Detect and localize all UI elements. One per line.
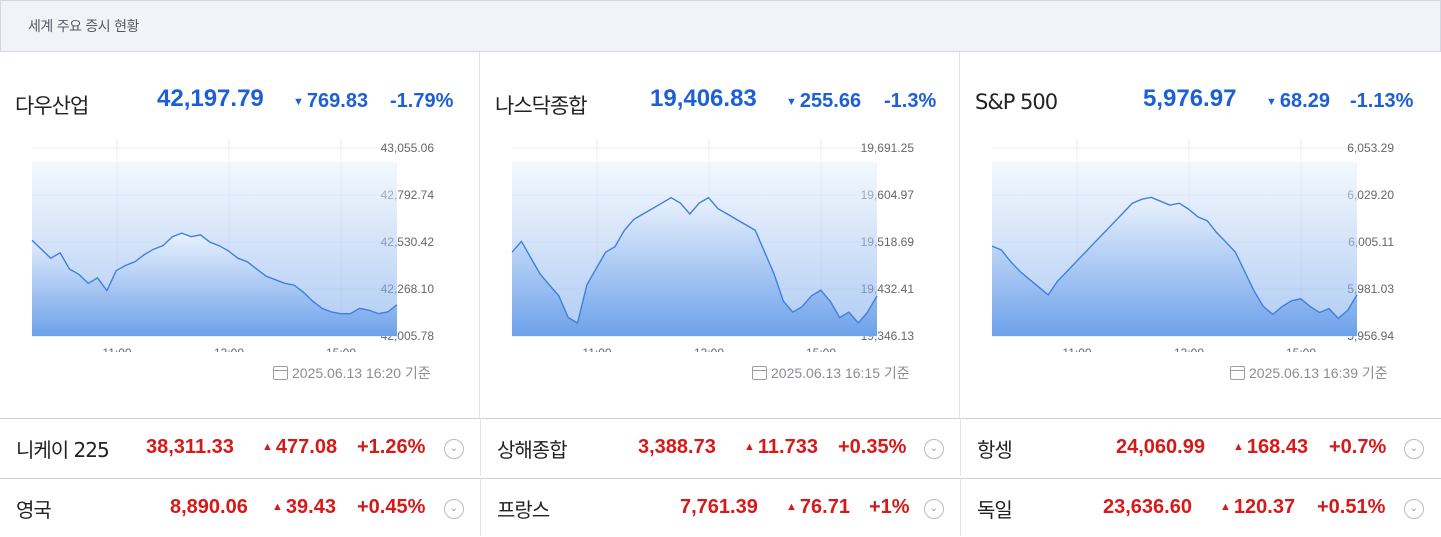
y-tick-label: 6,053.29 <box>1347 141 1394 155</box>
index-row-hangseng[interactable]: 항셍 24,060.99 ▲ 168.43 +0.7% ⌄ <box>960 418 1441 476</box>
index-percent: -1.79% <box>390 90 454 112</box>
index-percent: -1.3% <box>884 90 937 112</box>
index-name: 다우산업 <box>15 94 89 118</box>
calendar-icon <box>1230 366 1245 380</box>
index-percent: +1% <box>869 496 910 518</box>
x-tick-label: 15:00 <box>1286 346 1316 352</box>
index-percent: +1.26% <box>357 436 426 458</box>
y-tick-label: 6,005.11 <box>1348 235 1394 249</box>
triangle-down-icon: ▼ <box>786 96 797 108</box>
index-change: ▼ 769.83 <box>293 90 369 112</box>
price-line <box>991 196 1358 320</box>
index-name: 프랑스 <box>497 498 550 522</box>
triangle-up-icon: ▲ <box>262 441 273 453</box>
index-change: ▲ 120.37 <box>1220 496 1296 518</box>
index-row-germany[interactable]: 독일 23,636.60 ▲ 120.37 +0.51% ⌄ <box>960 478 1441 536</box>
index-change: ▲ 39.43 <box>272 496 336 518</box>
chevron-down-icon[interactable]: ⌄ <box>1404 439 1424 459</box>
area-fill <box>32 233 397 336</box>
triangle-up-icon: ▲ <box>1233 441 1244 453</box>
index-percent: +0.35% <box>838 436 907 458</box>
timestamp: 2025.06.13 16:15 기준 <box>752 363 910 383</box>
index-percent: +0.7% <box>1329 436 1387 458</box>
section-header: 세계 주요 증시 현황 <box>0 0 1441 52</box>
x-tick-label: 13:00 <box>1174 346 1204 352</box>
chevron-down-icon[interactable]: ⌄ <box>924 439 944 459</box>
x-tick-label: 13:00 <box>214 346 244 352</box>
index-row-uk[interactable]: 영국 8,890.06 ▲ 39.43 +0.45% ⌄ <box>0 478 480 536</box>
index-percent: +0.45% <box>357 496 426 518</box>
index-price: 24,060.99 <box>1116 436 1205 458</box>
index-change: ▲ 168.43 <box>1233 436 1309 458</box>
index-price: 19,406.83 <box>650 85 757 112</box>
index-percent: +0.51% <box>1317 496 1386 518</box>
index-price: 3,388.73 <box>638 436 716 458</box>
index-panel-dow[interactable]: 다우산업 42,197.79 ▼ 769.83 -1.79% 43,055.06 4… <box>1 52 480 418</box>
triangle-down-icon: ▼ <box>1266 96 1277 108</box>
index-name: 영국 <box>16 498 52 522</box>
area-fill <box>512 197 877 336</box>
index-panel-sp500[interactable]: S&P 500 5,976.97 ▼ 68.29 -1.13% 6,053.29 6… <box>961 52 1440 418</box>
triangle-up-icon: ▲ <box>786 501 797 513</box>
chevron-down-icon[interactable]: ⌄ <box>924 499 944 519</box>
chevron-down-icon[interactable]: ⌄ <box>1404 499 1424 519</box>
index-change: ▲ 76.71 <box>786 496 850 518</box>
y-tick-label: 5,956.94 <box>1347 329 1394 343</box>
y-tick-label: 6,029.20 <box>1347 188 1394 202</box>
triangle-up-icon: ▲ <box>744 441 755 453</box>
section-title: 세계 주요 증시 현황 <box>28 19 139 35</box>
index-price: 5,976.97 <box>1143 85 1237 112</box>
timestamp: 2025.06.13 16:39 기준 <box>1230 363 1388 383</box>
index-change: ▲ 477.08 <box>262 436 338 458</box>
x-tick-label: 15:00 <box>806 346 836 352</box>
index-row-nikkei[interactable]: 니케이 225 38,311.33 ▲ 477.08 +1.26% ⌄ <box>0 418 480 476</box>
index-row-shanghai[interactable]: 상해종합 3,388.73 ▲ 11.733 +0.35% ⌄ <box>480 418 960 476</box>
y-tick-label: 19,691.25 <box>861 141 915 155</box>
index-price: 8,890.06 <box>170 496 248 518</box>
y-tick-label: 5,981.03 <box>1347 282 1394 296</box>
x-tick-label: 13:00 <box>694 346 724 352</box>
chevron-down-icon[interactable]: ⌄ <box>444 499 464 519</box>
area-fill <box>992 197 1357 336</box>
index-change: ▲ 11.733 <box>744 436 818 458</box>
intraday-chart[interactable]: 43,055.0642,792.7442,530.4242,268.1042,0… <box>1 132 479 352</box>
index-name: 상해종합 <box>497 438 568 462</box>
triangle-down-icon: ▼ <box>293 96 304 108</box>
intraday-chart[interactable]: 19,691.2519,604.9719,518.6919,432.4119,3… <box>481 132 959 352</box>
chevron-down-icon[interactable]: ⌄ <box>444 439 464 459</box>
index-price: 7,761.39 <box>680 496 758 518</box>
x-tick-label: 11:00 <box>102 346 131 352</box>
y-tick-label: 43,055.06 <box>381 141 435 155</box>
index-change: ▼ 255.66 <box>786 90 862 112</box>
index-name: 독일 <box>977 498 1013 522</box>
index-change: ▼ 68.29 <box>1266 90 1330 112</box>
price-line <box>511 196 878 325</box>
x-tick-label: 11:00 <box>582 346 611 352</box>
x-tick-label: 11:00 <box>1062 346 1091 352</box>
calendar-icon <box>273 366 288 380</box>
index-name: S&P 500 <box>975 90 1058 114</box>
triangle-up-icon: ▲ <box>272 501 283 513</box>
x-tick-label: 15:00 <box>326 346 356 352</box>
index-price: 38,311.33 <box>146 436 234 458</box>
timestamp: 2025.06.13 16:20 기준 <box>273 363 431 383</box>
index-panel-nasdaq[interactable]: 나스닥종합 19,406.83 ▼ 255.66 -1.3% 19,691.25 1… <box>481 52 960 418</box>
index-price: 42,197.79 <box>157 85 264 112</box>
index-row-france[interactable]: 프랑스 7,761.39 ▲ 76.71 +1% ⌄ <box>480 478 960 536</box>
triangle-up-icon: ▲ <box>1220 501 1231 513</box>
index-price: 23,636.60 <box>1103 496 1192 518</box>
index-percent: -1.13% <box>1350 90 1414 112</box>
intraday-chart[interactable]: 6,053.29 6,029.20 6,005.11 5,981.03 5,956.94… <box>961 132 1439 352</box>
calendar-icon <box>752 366 767 380</box>
price-line <box>31 232 398 315</box>
index-name: 나스닥종합 <box>495 94 588 118</box>
index-name: 항셍 <box>977 438 1013 462</box>
index-name: 니케이 225 <box>16 438 110 462</box>
